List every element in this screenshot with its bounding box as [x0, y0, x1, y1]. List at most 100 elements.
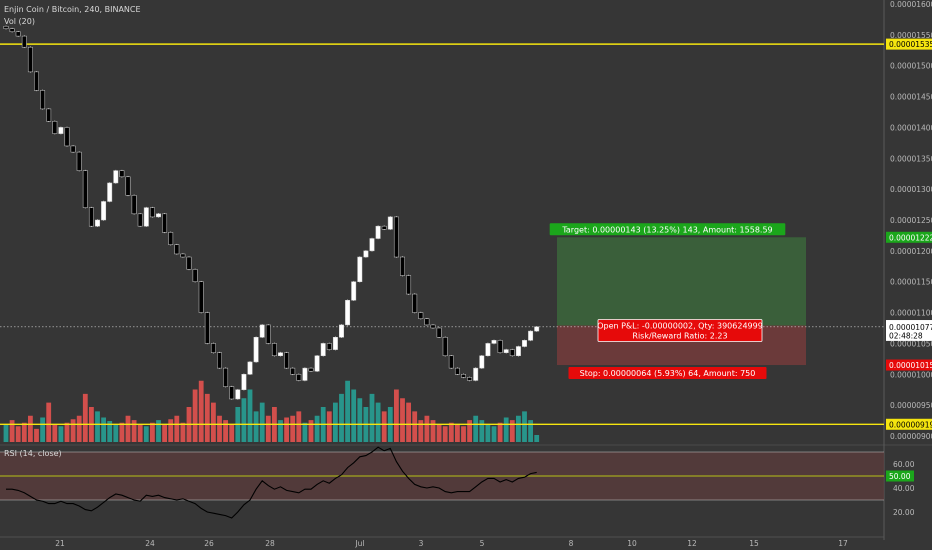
candle[interactable] — [125, 176, 131, 196]
candle[interactable] — [46, 108, 52, 122]
candle[interactable] — [515, 346, 521, 357]
candle[interactable] — [235, 389, 241, 400]
candle[interactable] — [479, 355, 485, 369]
candle[interactable] — [198, 281, 204, 313]
candle[interactable] — [9, 28, 15, 33]
candle[interactable] — [113, 170, 119, 184]
candle[interactable] — [137, 213, 143, 227]
candle[interactable] — [278, 352, 283, 357]
candle[interactable] — [381, 225, 387, 230]
candle[interactable] — [320, 343, 326, 357]
candle[interactable] — [503, 349, 509, 353]
candle[interactable] — [345, 299, 351, 326]
candle[interactable] — [326, 343, 332, 350]
candle[interactable] — [284, 352, 290, 369]
candle[interactable] — [534, 326, 540, 332]
candle[interactable] — [64, 127, 70, 147]
candle[interactable] — [204, 312, 210, 344]
candle[interactable] — [491, 340, 497, 344]
candle[interactable] — [363, 250, 369, 258]
pnl-box[interactable] — [597, 319, 763, 342]
candle[interactable] — [149, 207, 155, 218]
candle[interactable] — [131, 195, 137, 215]
candle[interactable] — [442, 337, 448, 357]
stop-label-box[interactable] — [568, 367, 767, 380]
candle[interactable] — [174, 244, 180, 255]
candle[interactable] — [308, 367, 314, 372]
candle[interactable] — [485, 343, 491, 357]
candle[interactable] — [296, 374, 302, 381]
candle[interactable] — [424, 318, 430, 326]
candle[interactable] — [101, 201, 107, 221]
candle[interactable] — [3, 25, 9, 29]
candle[interactable] — [290, 367, 296, 375]
candle[interactable] — [21, 35, 27, 48]
candle[interactable] — [497, 340, 503, 353]
candle[interactable] — [436, 327, 442, 338]
candle[interactable] — [339, 324, 344, 338]
candle[interactable] — [509, 349, 515, 357]
candle[interactable] — [369, 238, 375, 252]
candle[interactable] — [454, 367, 460, 375]
target-label-box[interactable] — [549, 223, 786, 236]
candle[interactable] — [27, 46, 33, 73]
price-badge[interactable] — [886, 418, 932, 430]
candle[interactable] — [430, 324, 436, 329]
candle[interactable] — [351, 281, 357, 301]
candle[interactable] — [357, 256, 363, 282]
candle[interactable] — [522, 340, 527, 347]
candle[interactable] — [95, 219, 100, 227]
candle[interactable] — [247, 361, 253, 375]
price-badge[interactable] — [886, 231, 932, 243]
candle[interactable] — [253, 337, 259, 363]
candle[interactable] — [241, 374, 247, 390]
candle[interactable] — [82, 170, 88, 208]
candle[interactable] — [461, 374, 466, 378]
candle[interactable] — [387, 216, 393, 230]
candle[interactable] — [70, 145, 76, 153]
candle[interactable] — [119, 170, 125, 178]
candle[interactable] — [186, 256, 192, 270]
profit-zone[interactable] — [557, 237, 806, 326]
candle[interactable] — [314, 355, 320, 372]
candle[interactable] — [88, 207, 94, 227]
candle[interactable] — [375, 225, 381, 239]
rsi-indicator-label[interactable]: RSI (14, close) — [4, 449, 62, 458]
candle[interactable] — [271, 343, 277, 357]
candle[interactable] — [52, 121, 58, 134]
candle[interactable] — [259, 324, 265, 338]
candle[interactable] — [40, 90, 46, 110]
rsi-badge[interactable] — [886, 470, 914, 482]
candle[interactable] — [229, 386, 235, 400]
symbol-title[interactable]: Enjin Coin / Bitcoin, 240, BINANCE — [4, 5, 141, 14]
candle[interactable] — [448, 355, 454, 369]
volume-indicator-label[interactable]: Vol (20) — [4, 17, 35, 26]
candle[interactable] — [210, 343, 216, 353]
candle[interactable] — [406, 275, 412, 295]
candle[interactable] — [467, 377, 473, 381]
candle[interactable] — [528, 330, 534, 341]
candle[interactable] — [332, 337, 338, 350]
price-badge[interactable] — [886, 321, 932, 333]
candle[interactable] — [107, 182, 113, 202]
candle[interactable] — [217, 352, 222, 369]
candle[interactable] — [156, 213, 161, 218]
candle[interactable] — [473, 367, 479, 381]
candle[interactable] — [168, 232, 174, 245]
candle[interactable] — [418, 312, 424, 319]
candle[interactable] — [34, 71, 39, 91]
candle[interactable] — [302, 367, 308, 381]
candle[interactable] — [223, 367, 229, 387]
candle[interactable] — [15, 31, 21, 37]
candle[interactable] — [265, 324, 271, 344]
candle[interactable] — [192, 269, 198, 282]
candle[interactable] — [143, 207, 149, 227]
candle[interactable] — [400, 256, 405, 276]
candle[interactable] — [393, 216, 399, 258]
candle[interactable] — [76, 151, 82, 171]
price-badge[interactable] — [886, 38, 932, 50]
candle[interactable] — [180, 253, 186, 258]
candle[interactable] — [58, 127, 64, 134]
candle[interactable] — [162, 213, 168, 233]
